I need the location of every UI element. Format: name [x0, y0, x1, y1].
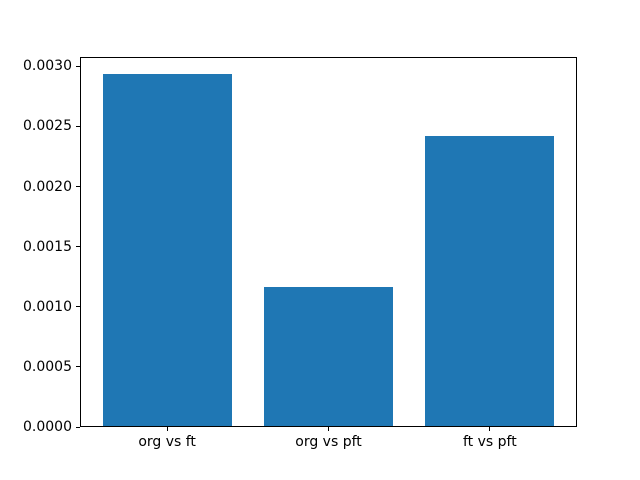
y-tick-mark — [76, 65, 80, 67]
x-tick-mark — [489, 427, 491, 431]
y-tick-label: 0.0010 — [23, 298, 72, 315]
y-tick-mark — [76, 306, 80, 308]
y-tick-label: 0.0005 — [23, 358, 72, 375]
x-tick-mark — [166, 427, 168, 431]
bar-org-vs-pft — [263, 286, 394, 426]
y-tick-mark — [76, 246, 80, 248]
x-tick-mark — [328, 427, 329, 431]
y-tick-label: 0.0025 — [23, 118, 72, 135]
y-tick-label: 0.0030 — [23, 58, 72, 75]
y-tick-mark — [76, 426, 80, 428]
y-tick-mark — [76, 366, 80, 368]
y-tick-label: 0.0020 — [23, 178, 72, 195]
x-tick-label: org vs pft — [295, 434, 362, 450]
x-tick-label: ft vs pft — [463, 434, 517, 450]
plot-area — [80, 57, 577, 427]
y-tick-mark — [76, 125, 80, 127]
y-tick-mark — [76, 186, 80, 187]
x-tick-label: org vs ft — [138, 434, 196, 450]
bar-ft-vs-pft — [425, 136, 555, 426]
bar-org-vs-ft — [102, 73, 232, 426]
y-tick-label: 0.0015 — [23, 238, 72, 255]
y-tick-label: 0.0000 — [23, 419, 72, 435]
